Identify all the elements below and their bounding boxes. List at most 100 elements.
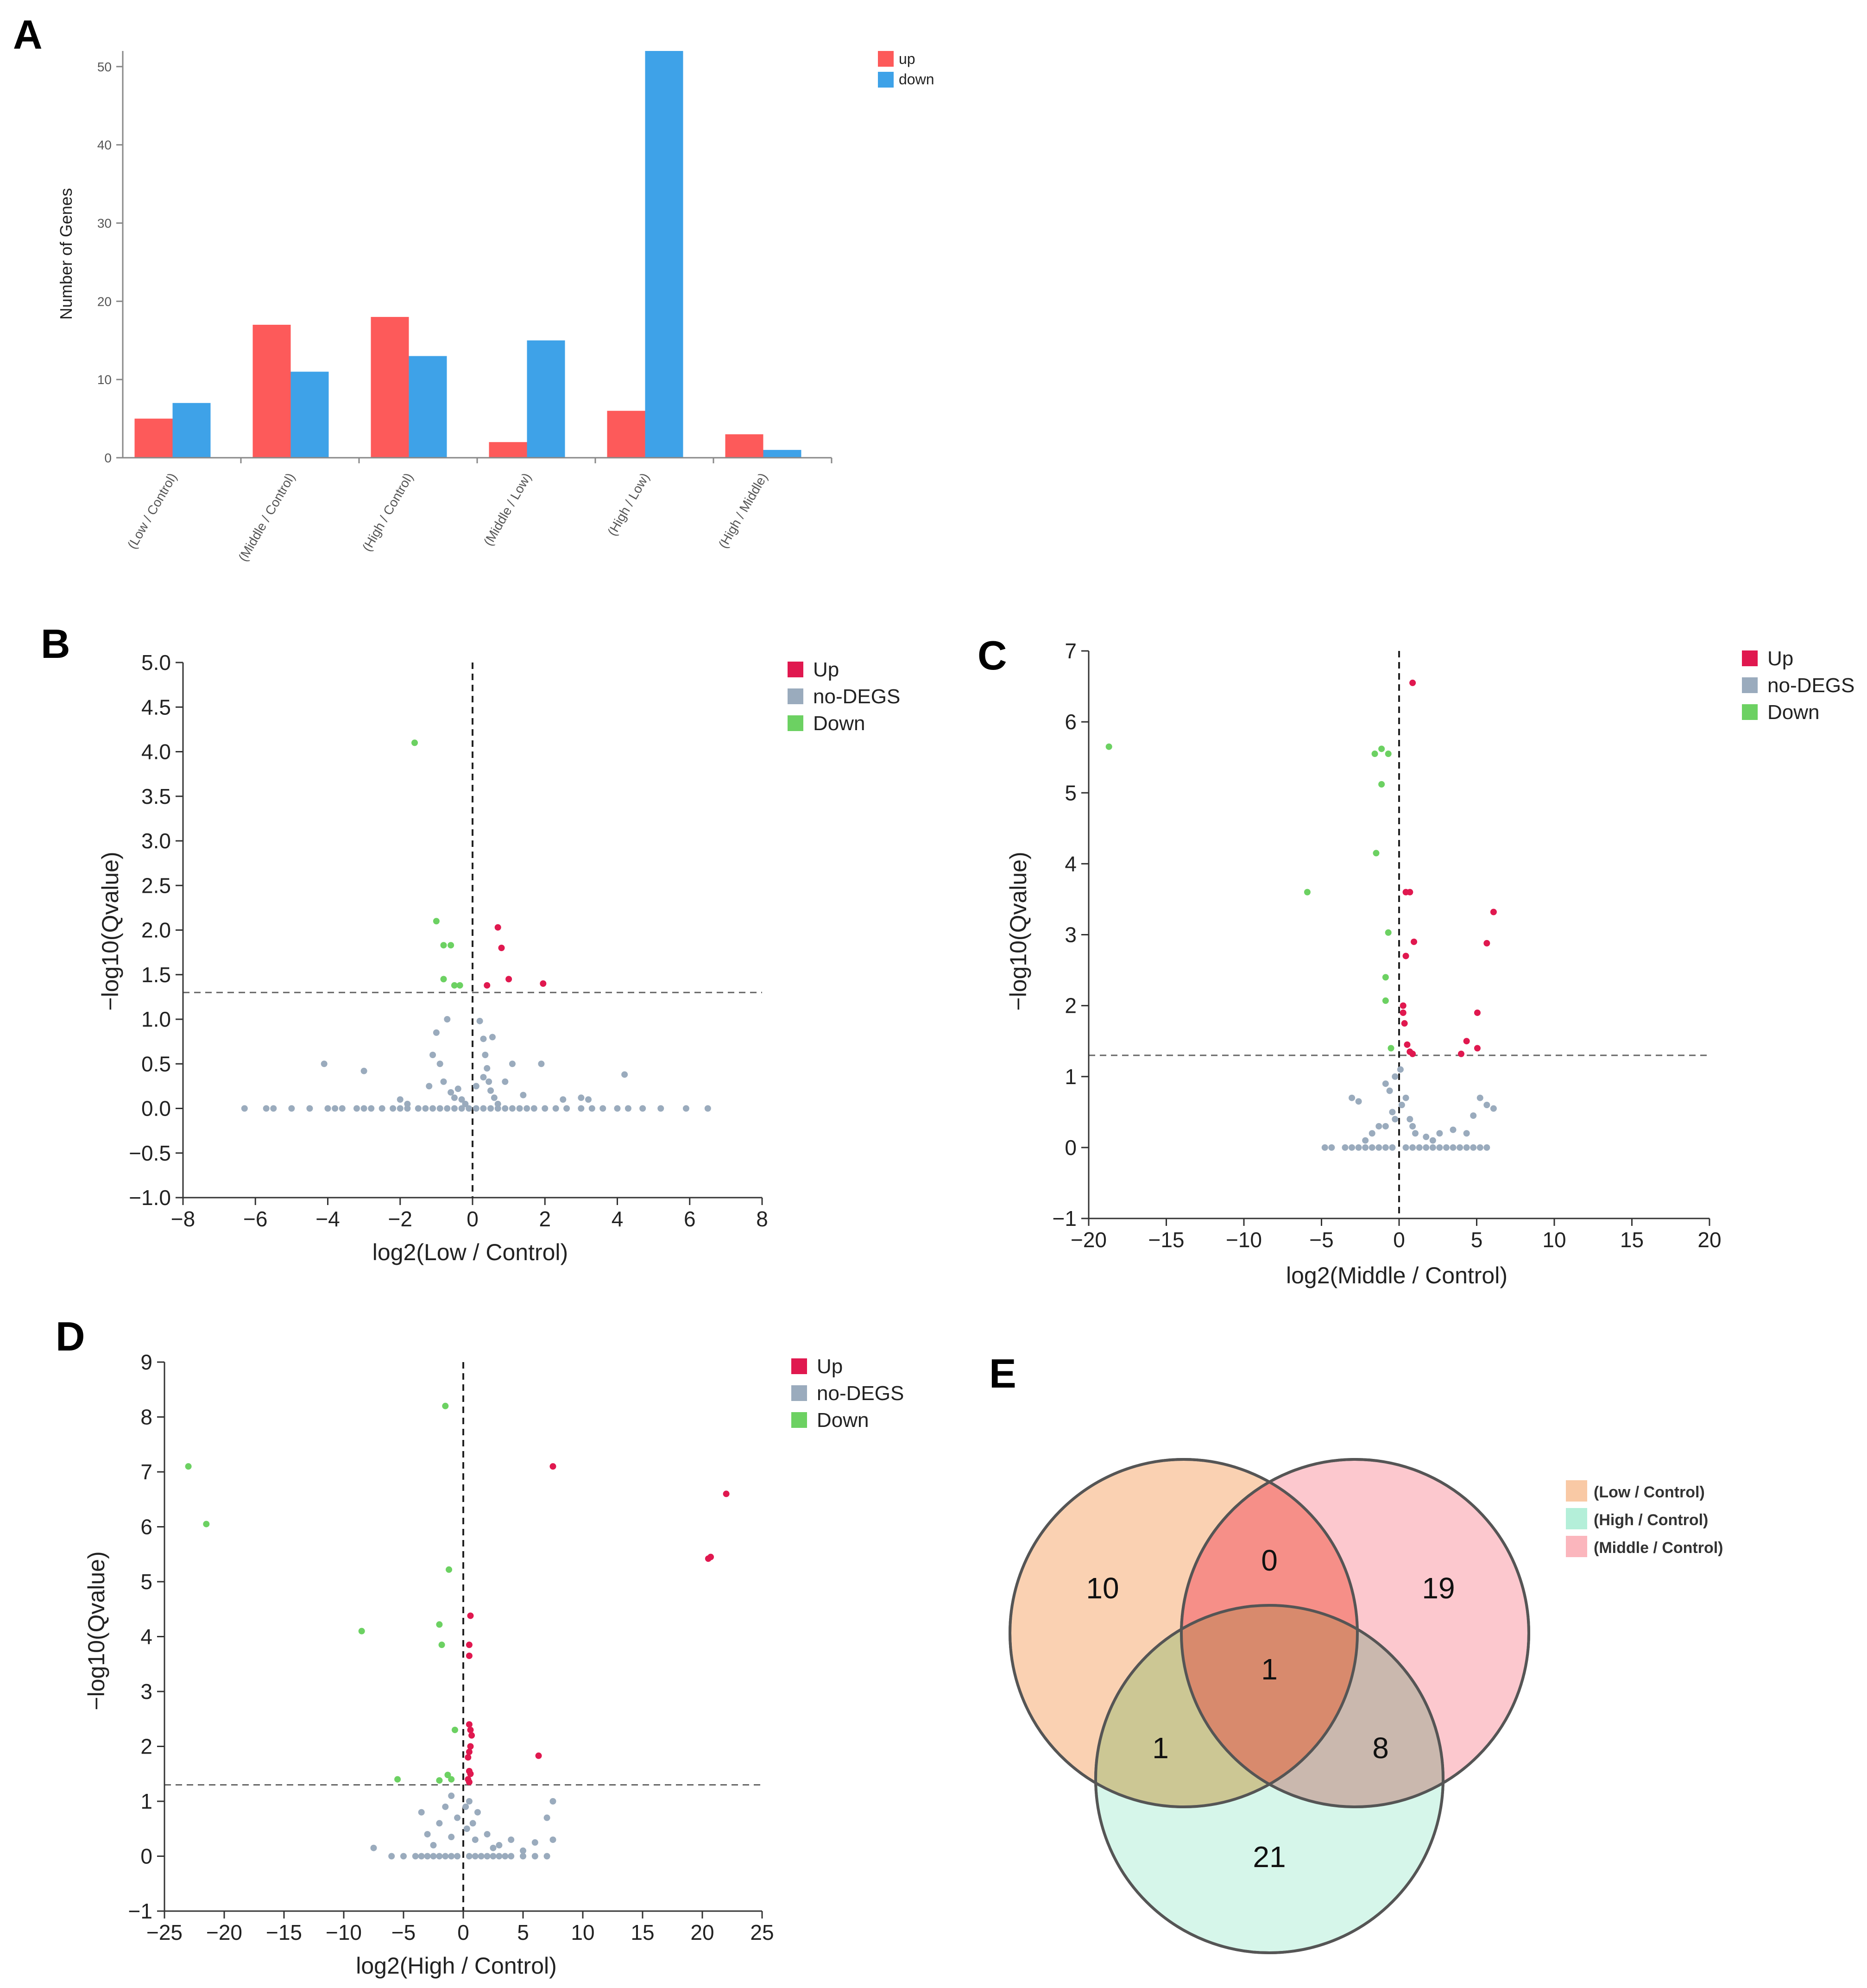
- legend-label-down: Down: [813, 712, 865, 735]
- point-up: [1409, 1050, 1416, 1057]
- y-tick-label: 2.5: [141, 873, 171, 897]
- point-nodegs: [578, 1094, 585, 1101]
- point-nodegs: [1355, 1098, 1362, 1105]
- point-nodegs: [412, 1853, 419, 1860]
- point-nodegs: [1349, 1144, 1356, 1151]
- point-nodegs: [339, 1105, 346, 1112]
- point-nodegs: [1386, 1087, 1393, 1094]
- point-up: [1407, 889, 1413, 896]
- point-nodegs: [306, 1105, 313, 1112]
- point-up: [505, 976, 512, 983]
- point-nodegs: [1470, 1112, 1477, 1119]
- legend-label-nodegs: no-DEGS: [813, 685, 900, 708]
- venn-legend-high: (High / Control): [1594, 1511, 1708, 1529]
- point-nodegs: [288, 1105, 295, 1112]
- point-down: [436, 1777, 443, 1784]
- point-nodegs: [1375, 1123, 1382, 1130]
- point-nodegs: [415, 1105, 422, 1112]
- point-up: [466, 1779, 473, 1786]
- point-nodegs: [1429, 1144, 1436, 1151]
- point-nodegs: [1382, 1080, 1389, 1087]
- point-nodegs: [588, 1105, 595, 1112]
- point-up: [466, 1721, 473, 1728]
- point-nodegs: [531, 1853, 538, 1860]
- point-nodegs: [578, 1105, 585, 1112]
- x-tick-label: 6: [684, 1207, 696, 1231]
- point-nodegs: [353, 1105, 360, 1112]
- legend-swatch-up: [791, 1358, 807, 1374]
- point-nodegs: [469, 1820, 476, 1827]
- y-tick-label: 7: [1065, 639, 1077, 663]
- point-up: [1409, 679, 1416, 686]
- venn-outline-low: [1009, 1458, 1359, 1808]
- point-nodegs: [454, 1814, 461, 1821]
- point-nodegs: [1483, 1102, 1490, 1108]
- point-nodegs: [639, 1105, 646, 1112]
- x-tick-label: 0: [1393, 1228, 1405, 1252]
- point-nodegs: [324, 1105, 331, 1112]
- point-nodegs: [397, 1096, 404, 1103]
- point-nodegs: [1321, 1144, 1328, 1151]
- point-nodegs: [1407, 1116, 1413, 1123]
- panel-label-a: A: [13, 12, 43, 57]
- y-tick-label: 8: [140, 1405, 152, 1429]
- point-nodegs: [538, 1060, 545, 1067]
- point-nodegs: [478, 1853, 485, 1860]
- point-down: [451, 982, 458, 989]
- x-tick-label: 20: [690, 1920, 714, 1944]
- point-nodegs: [1470, 1144, 1477, 1151]
- point-nodegs: [1382, 1123, 1389, 1130]
- point-nodegs: [487, 1105, 494, 1112]
- venn-legend-middle: (Middle / Control): [1594, 1539, 1723, 1557]
- y-tick-label: 4: [140, 1625, 152, 1649]
- point-nodegs: [466, 1853, 473, 1860]
- x-tick-label: −6: [243, 1207, 267, 1231]
- x-axis-title: log2(Middle / Control): [1286, 1262, 1507, 1288]
- point-down: [1385, 751, 1392, 757]
- point-nodegs: [458, 1096, 465, 1103]
- legend-label-up: Up: [817, 1355, 843, 1378]
- x-tick-label: 10: [571, 1920, 594, 1944]
- point-down: [442, 1402, 449, 1409]
- point-nodegs: [549, 1798, 556, 1805]
- point-nodegs: [270, 1105, 277, 1112]
- y-tick-label: 0: [104, 451, 112, 465]
- point-nodegs: [436, 1060, 443, 1067]
- point-down: [436, 1621, 443, 1628]
- y-tick-label: 5: [140, 1570, 152, 1594]
- venn-count-middle-high: 8: [1372, 1731, 1389, 1765]
- point-up: [466, 1652, 473, 1659]
- point-nodegs: [444, 1016, 451, 1022]
- point-nodegs: [1392, 1116, 1399, 1123]
- point-nodegs: [487, 1087, 494, 1094]
- point-nodegs: [429, 1105, 436, 1112]
- point-nodegs: [520, 1092, 527, 1098]
- point-nodegs: [543, 1814, 550, 1821]
- y-tick-label: 0.5: [141, 1052, 171, 1076]
- y-tick-label: −1.0: [129, 1186, 171, 1210]
- point-nodegs: [1483, 1144, 1490, 1151]
- point-down: [358, 1628, 365, 1635]
- point-up: [1474, 1045, 1481, 1052]
- panel-label-e: E: [989, 1351, 1016, 1396]
- point-nodegs: [1457, 1144, 1463, 1151]
- legend-swatch-up: [788, 662, 803, 677]
- point-up: [1404, 1041, 1411, 1048]
- y-tick-label: −0.5: [129, 1141, 171, 1165]
- point-nodegs: [1423, 1144, 1430, 1151]
- point-up: [1458, 1050, 1464, 1057]
- x-tick-label: 5: [517, 1920, 529, 1944]
- point-down: [438, 1641, 445, 1648]
- legend-label-up: Up: [813, 658, 839, 681]
- y-tick-label: 30: [97, 216, 112, 230]
- point-up: [1402, 953, 1409, 959]
- point-down: [440, 976, 447, 983]
- y-tick-label: 1.0: [141, 1007, 171, 1031]
- point-nodegs: [430, 1853, 437, 1860]
- point-nodegs: [1450, 1144, 1457, 1151]
- point-up: [466, 1748, 473, 1755]
- point-nodegs: [1436, 1144, 1443, 1151]
- point-nodegs: [1423, 1133, 1430, 1140]
- venn-legend-swatch-high: [1566, 1508, 1587, 1529]
